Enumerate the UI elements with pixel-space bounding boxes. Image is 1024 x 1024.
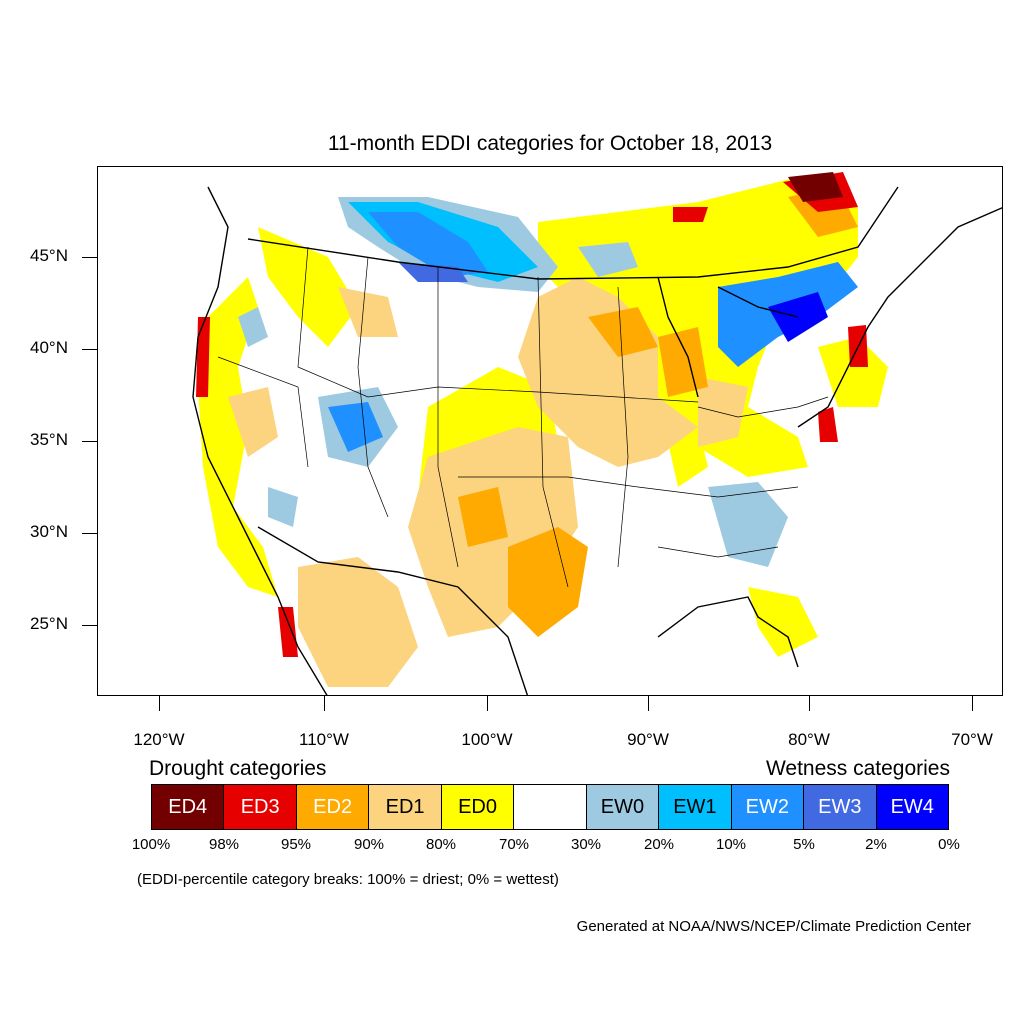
break-label: 2% [865,836,887,853]
category-legend-bar: ED4 ED3 ED2 ED1 ED0 EW0 EW1 EW2 EW3 EW4 [151,784,949,830]
legend-swatch-ew2: EW2 [731,785,805,829]
break-label: 70% [498,836,530,853]
lon-label-120: 120°W [133,730,185,749]
break-label: 5% [793,836,815,853]
borders [192,186,1002,695]
lon-label-110: 110°W [299,730,349,749]
legend-swatch-normal [514,785,587,829]
lat-tick [82,625,97,626]
legend-swatch-ew1: EW1 [659,785,732,829]
lon-label-100: 100°W [461,730,513,749]
lon-tick [648,696,649,711]
break-label: 10% [715,836,747,853]
break-label: 100% [131,836,171,853]
lon-label-90: 90°W [627,730,669,749]
break-label: 90% [353,836,385,853]
lat-label-40: 40°N [30,338,68,357]
break-label: 95% [280,836,312,853]
legend-swatch-ed4: ED4 [152,785,225,829]
legend-swatch-ed1: ED1 [369,785,442,829]
ed2-regions [458,187,858,637]
lon-tick [972,696,973,711]
break-label: 20% [643,836,675,853]
lat-label-35: 35°N [30,430,68,449]
map-title: 11-month EDDI categories for October 18,… [327,132,773,155]
lat-label-45: 45°N [30,246,68,265]
lon-tick [324,696,325,711]
break-label: 80% [425,836,457,853]
legend-swatch-ew4: EW4 [876,785,948,829]
break-label: 98% [208,836,240,853]
lat-tick [82,257,97,258]
lat-label-30: 30°N [30,522,68,541]
lon-label-70: 70°W [951,730,993,749]
eddi-map [98,167,1002,695]
legend-swatch-ew3: EW3 [804,785,877,829]
map-panel [97,166,1003,696]
wetness-heading: Wetness categories [765,757,950,780]
lon-tick [159,696,160,711]
legend-swatch-ed2: ED2 [296,785,370,829]
legend-swatch-ed3: ED3 [224,785,297,829]
break-label: 0% [938,836,960,853]
legend-swatch-ed0: ED0 [441,785,515,829]
lon-tick [487,696,488,711]
category-note: (EDDI-percentile category breaks: 100% =… [137,871,559,888]
lon-label-80: 80°W [788,730,830,749]
lon-tick [809,696,810,711]
legend-swatch-ew0: EW0 [586,785,660,829]
lat-label-25: 25°N [30,614,68,633]
break-label: 30% [570,836,602,853]
lat-tick [82,349,97,350]
drought-heading: Drought categories [149,757,327,780]
state-lines [217,246,829,588]
lat-tick [82,441,97,442]
lat-tick [82,533,97,534]
credit-line: Generated at NOAA/NWS/NCEP/Climate Predi… [576,918,971,935]
